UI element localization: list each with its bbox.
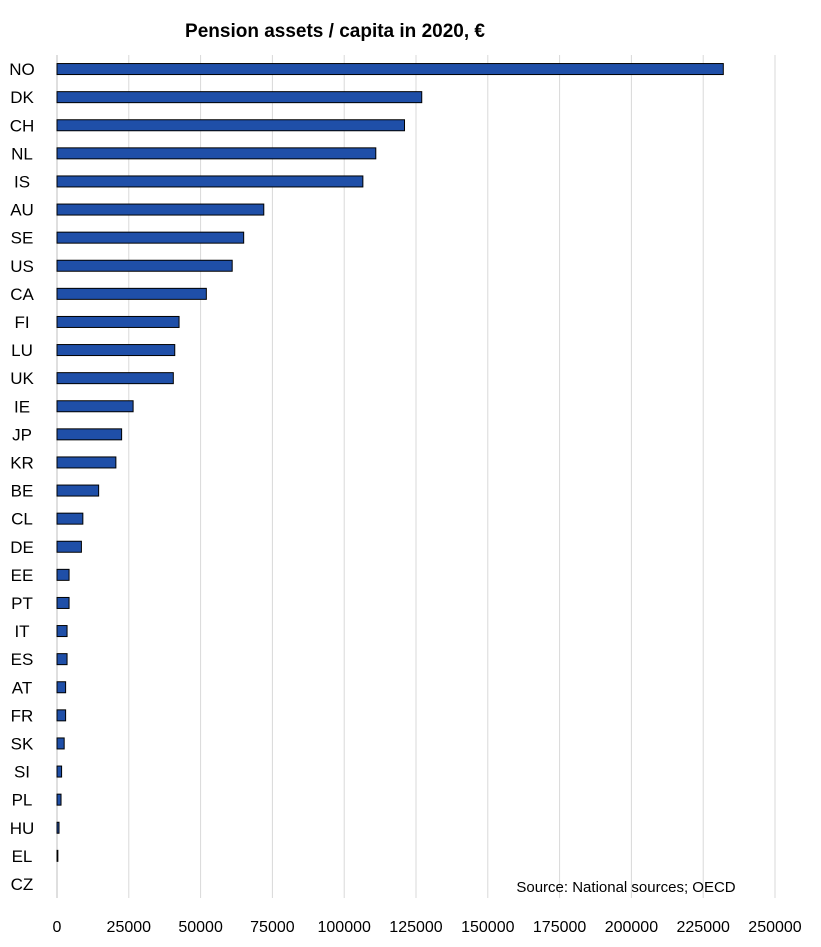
category-label-cz: CZ — [11, 875, 34, 894]
bar-lu — [56, 344, 176, 357]
category-label-is: IS — [14, 172, 30, 191]
bar-au — [56, 203, 265, 216]
category-label-kr: KR — [10, 453, 34, 472]
category-label-dk: DK — [10, 88, 34, 107]
bar-de — [56, 540, 82, 553]
category-label-be: BE — [11, 482, 34, 501]
x-tick-label: 225000 — [677, 919, 730, 936]
bar-ie — [56, 400, 134, 413]
category-label-ie: IE — [14, 397, 30, 416]
x-tick-label: 150000 — [461, 919, 514, 936]
bar-jp — [56, 428, 123, 441]
category-label-si: SI — [14, 763, 30, 782]
bar-el — [56, 849, 59, 862]
bar-at — [56, 681, 67, 694]
category-label-es: ES — [11, 650, 34, 669]
category-label-hu: HU — [10, 819, 35, 838]
category-label-lu: LU — [11, 341, 33, 360]
bar-sk — [56, 737, 65, 750]
bar-si — [56, 765, 63, 778]
source-note: Source: National sources; OECD — [516, 879, 735, 896]
category-label-pt: PT — [11, 594, 33, 613]
bar-se — [56, 231, 245, 244]
bar-pt — [56, 596, 70, 609]
x-tick-label: 200000 — [605, 919, 658, 936]
category-label-no: NO — [9, 60, 35, 79]
category-label-cl: CL — [11, 510, 33, 529]
category-label-pl: PL — [12, 791, 33, 810]
category-label-jp: JP — [12, 425, 32, 444]
category-label-fr: FR — [11, 706, 34, 725]
bar-fi — [56, 315, 180, 328]
x-tick-label: 250000 — [748, 919, 801, 936]
bar-us — [56, 259, 233, 272]
category-label-el: EL — [12, 847, 33, 866]
category-label-it: IT — [14, 622, 29, 641]
bar-nl — [56, 147, 377, 160]
bar-ch — [56, 119, 406, 132]
x-tick-label: 75000 — [250, 919, 295, 936]
category-label-uk: UK — [10, 369, 34, 388]
category-label-nl: NL — [11, 144, 33, 163]
bar-cl — [56, 512, 84, 525]
bar-pl — [56, 793, 62, 806]
x-tick-label: 0 — [53, 919, 62, 936]
bar-is — [56, 175, 364, 188]
bar-kr — [56, 456, 117, 469]
category-label-ca: CA — [10, 285, 34, 304]
chart-title: Pension assets / capita in 2020, € — [185, 21, 485, 42]
bar-ca — [56, 287, 207, 300]
x-tick-label: 125000 — [389, 919, 442, 936]
category-label-de: DE — [10, 538, 34, 557]
bar-hu — [56, 821, 60, 834]
x-tick-label: 175000 — [533, 919, 586, 936]
x-tick-labels: 0 25000 50000 75000 100000 125000 150000 175000… — [53, 919, 802, 936]
x-tick-label: 25000 — [107, 919, 152, 936]
bar-uk — [56, 372, 174, 385]
bar-ee — [56, 568, 70, 581]
bar-no — [56, 63, 724, 76]
bars — [56, 63, 724, 862]
category-label-us: US — [10, 257, 34, 276]
category-label-at: AT — [12, 678, 32, 697]
category-label-ee: EE — [11, 566, 34, 585]
category-label-au: AU — [10, 201, 34, 220]
bar-dk — [56, 91, 423, 104]
gridlines — [56, 55, 776, 898]
bar-es — [56, 653, 68, 666]
bar-fr — [56, 709, 67, 722]
x-tick-label: 50000 — [178, 919, 223, 936]
category-labels: NO DK CH NL IS AU SE US CA FI LU UK IE JP KR BE CL DE EE PT… — [9, 60, 35, 894]
bar-be — [56, 484, 100, 497]
category-label-fi: FI — [14, 313, 29, 332]
category-label-se: SE — [11, 229, 34, 248]
category-label-ch: CH — [10, 116, 35, 135]
x-tick-label: 100000 — [318, 919, 371, 936]
bar-it — [56, 625, 68, 638]
category-label-sk: SK — [11, 734, 34, 753]
